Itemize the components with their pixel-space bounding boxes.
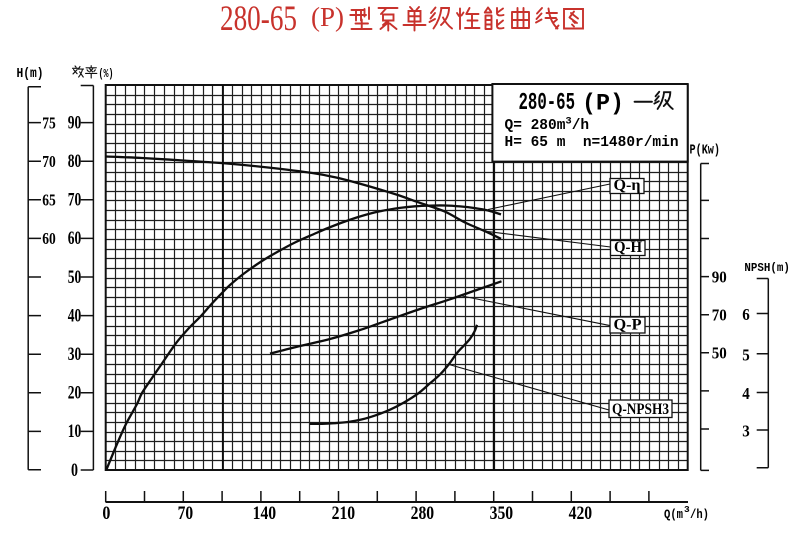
svg-text:70: 70 — [68, 191, 82, 211]
svg-text:70: 70 — [42, 152, 56, 171]
svg-text:350: 350 — [490, 504, 514, 524]
svg-text:5: 5 — [742, 345, 750, 364]
svg-text:20: 20 — [68, 384, 82, 404]
svg-text:65: 65 — [42, 191, 56, 210]
svg-text:Q= 280m3/h: Q= 280m3/h — [505, 116, 590, 135]
svg-text:30: 30 — [68, 345, 82, 365]
svg-text:Q-NPSH3: Q-NPSH3 — [612, 401, 669, 418]
svg-text:420: 420 — [569, 504, 593, 524]
svg-text:75: 75 — [42, 113, 56, 132]
svg-text:10: 10 — [68, 422, 82, 442]
svg-text:70: 70 — [712, 306, 727, 325]
svg-text:3: 3 — [684, 504, 690, 515]
svg-text:(%): (%) — [99, 68, 114, 81]
svg-text:0: 0 — [102, 504, 110, 524]
svg-text:140: 140 — [253, 504, 277, 524]
svg-text:Q(m: Q(m — [664, 507, 683, 522]
svg-text:80: 80 — [68, 152, 82, 172]
svg-text:Q-η: Q-η — [614, 177, 641, 194]
svg-text:70: 70 — [178, 504, 194, 524]
svg-text:60: 60 — [42, 229, 56, 248]
svg-text:3: 3 — [742, 422, 750, 441]
svg-text:(P): (P) — [311, 2, 344, 32]
svg-text:(P): (P) — [582, 91, 624, 117]
svg-text:50: 50 — [68, 268, 82, 288]
svg-text:40: 40 — [68, 306, 82, 326]
svg-text:50: 50 — [712, 344, 727, 363]
svg-text:4: 4 — [742, 384, 750, 403]
svg-text:0: 0 — [71, 461, 78, 481]
svg-text:90: 90 — [712, 267, 727, 286]
svg-text:Q-P: Q-P — [614, 317, 642, 334]
svg-text:90: 90 — [68, 113, 82, 133]
svg-text:210: 210 — [332, 504, 356, 524]
svg-text:P(Kw): P(Kw) — [690, 144, 721, 159]
svg-text:H(m): H(m) — [17, 66, 44, 82]
svg-text:NPSH(m): NPSH(m) — [744, 261, 790, 275]
svg-text:6: 6 — [742, 305, 750, 324]
svg-text:H= 65 m n=1480r/min: H= 65 m n=1480r/min — [505, 135, 679, 151]
svg-text:60: 60 — [68, 229, 82, 249]
svg-text:Q-H: Q-H — [614, 239, 643, 256]
svg-text:280-65: 280-65 — [220, 0, 297, 38]
svg-text:/h): /h) — [690, 507, 709, 522]
svg-text:280: 280 — [411, 504, 435, 524]
svg-text:280-65: 280-65 — [519, 90, 576, 117]
